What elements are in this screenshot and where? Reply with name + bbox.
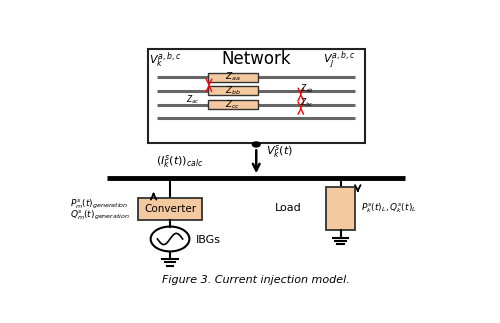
Text: $P_k^s(t)_L, Q_k^s(t)_L$: $P_k^s(t)_L, Q_k^s(t)_L$ [361, 201, 416, 215]
Text: $(I_k^s(t))_{calc}$: $(I_k^s(t))_{calc}$ [156, 153, 204, 170]
Text: Converter: Converter [144, 204, 196, 214]
Bar [208, 73, 258, 81]
Text: $V_k^s(t)$: $V_k^s(t)$ [266, 143, 293, 161]
Text: $Z_{bb}$: $Z_{bb}$ [225, 85, 241, 97]
Text: Network: Network [222, 50, 291, 68]
Circle shape [252, 142, 260, 147]
Text: $V_k^{a,b,c}$: $V_k^{a,b,c}$ [149, 51, 182, 71]
Text: $Z_{bc}$: $Z_{bc}$ [300, 97, 314, 109]
Text: IBGs: IBGs [196, 235, 221, 245]
Text: $P_m^s(t)_{generation}$: $P_m^s(t)_{generation}$ [70, 198, 128, 211]
Bar [208, 86, 258, 95]
Text: $Z_{cc}$: $Z_{cc}$ [226, 98, 240, 111]
Bar [326, 187, 355, 230]
Text: Load: Load [275, 203, 302, 213]
Text: $Z_{ac}$: $Z_{ac}$ [186, 93, 199, 106]
Text: $Z_{aa}$: $Z_{aa}$ [225, 71, 241, 83]
Text: $Q_m^s(t)_{generation}$: $Q_m^s(t)_{generation}$ [70, 209, 130, 222]
Bar [208, 100, 258, 109]
Text: $Z_{ab}$: $Z_{ab}$ [300, 83, 314, 96]
Text: $V_j^{a,b,c}$: $V_j^{a,b,c}$ [324, 50, 356, 72]
Bar [148, 49, 365, 143]
Bar [138, 198, 202, 220]
Text: Figure 3. Current injection model.: Figure 3. Current injection model. [162, 275, 350, 285]
